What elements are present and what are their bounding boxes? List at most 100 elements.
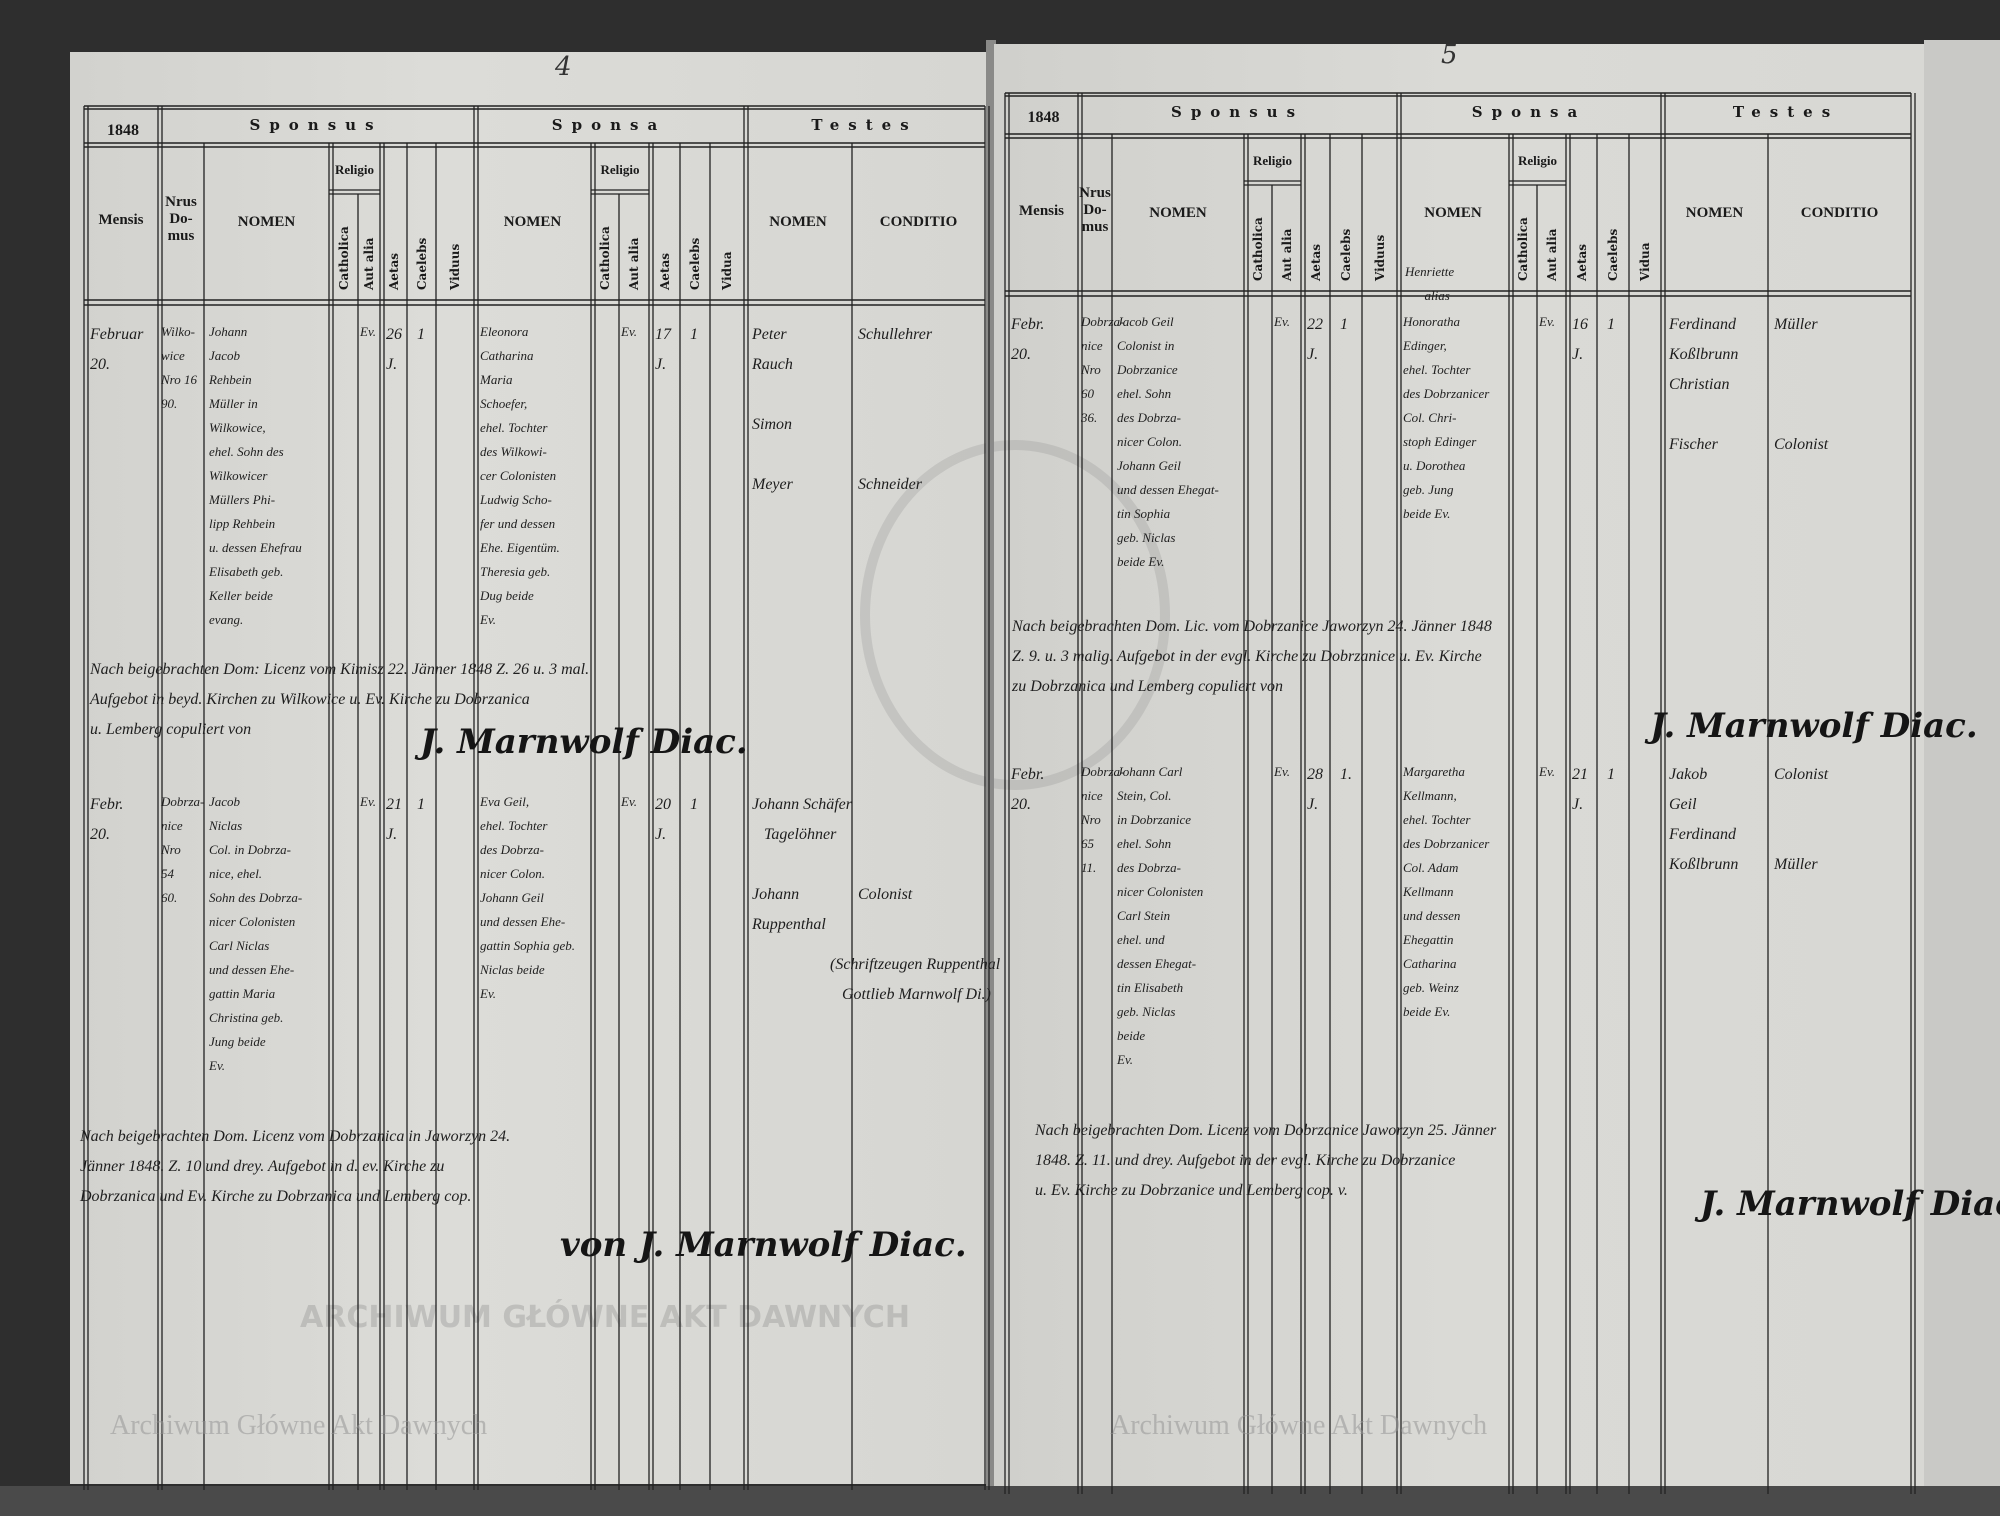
aetas-header: Aetas bbox=[1574, 243, 1589, 281]
entry-mensis: Febr. 20. bbox=[1011, 766, 1045, 813]
entry-sponsus-aetas: 28 J. bbox=[1307, 766, 1323, 813]
marriage-note: Nach beigebrachten Dom: Licenz vom Kimis… bbox=[90, 661, 590, 738]
entry-testes-nomen: Peter Rauch Simon Meyer bbox=[752, 326, 793, 493]
entry-sponsus-nomen: Johann Carl Stein, Col. in Dobrzanice eh… bbox=[1117, 764, 1204, 1067]
entry-sponsa-religio: Ev. bbox=[1539, 314, 1555, 329]
aetas-header: Aetas bbox=[386, 252, 401, 290]
entry-sponsa-nomen: Margaretha Kellmann, ehel. Tochter des D… bbox=[1403, 764, 1490, 1019]
conditio-header: CONDITIO bbox=[1800, 204, 1879, 221]
sponsus-religio-header: Religio bbox=[335, 162, 374, 177]
entry-sponsus-religio: Ev. bbox=[360, 324, 376, 339]
entry-sponsa-nomen: Eleonora Catharina Maria Schoefer, ehel.… bbox=[480, 324, 560, 627]
entry-sponsus-caelebs: 1 bbox=[1340, 316, 1348, 333]
sponsus-nomen-header: NOMEN bbox=[237, 213, 296, 230]
testes-nomen-header: NOMEN bbox=[769, 213, 827, 230]
watermark-text: Archiwum Główne Akt Dawnych bbox=[110, 1410, 488, 1441]
priest-signature: J. Marnwolf Diac. bbox=[1650, 706, 1978, 746]
entry-sponsus-religio: Ev. bbox=[1274, 314, 1290, 329]
entry-testes-conditio: Müller Colonist bbox=[1774, 316, 1829, 453]
entry-nrus-domus: Wilko- wice Nro 16 90. bbox=[161, 324, 197, 411]
entry-mensis: Febr. 20. bbox=[1011, 316, 1045, 363]
entry-sponsa-aetas: 21 J. bbox=[1572, 766, 1588, 813]
aetas-header: Aetas bbox=[1308, 243, 1323, 281]
entry-sponsus-caelebs: 1 bbox=[417, 796, 425, 813]
aut-alia-header: Aut alia bbox=[1279, 228, 1294, 281]
sponsus-nomen-header: NOMEN bbox=[1149, 204, 1207, 221]
sponsus-religio-header: Religio bbox=[1253, 153, 1292, 168]
entry-sponsa-religio: Ev. bbox=[621, 794, 637, 809]
entry-testes-note: (Schriftzeugen Ruppenthal Gottlieb Marnw… bbox=[830, 956, 1001, 1003]
watermark-text: Archiwum Główne Akt Dawnych bbox=[1110, 1410, 1488, 1441]
nrus-domus-header: Nrus Do- mus bbox=[165, 193, 197, 244]
entry-nrus-domus: Dobrza- nice Nro 54 60. bbox=[161, 794, 205, 905]
entry-testes-nomen: Jakob Geil Ferdinand Koßlbrunn bbox=[1669, 766, 1739, 873]
scan-margin bbox=[1924, 40, 2000, 1490]
entry-sponsus-nomen: Jacob Geil Colonist in Dobrzanice ehel. … bbox=[1117, 314, 1219, 569]
sponsa-group-header: Sponsa bbox=[1471, 103, 1587, 121]
catholica-header: Catholica bbox=[1251, 217, 1265, 281]
aut-alia-header: Aut alia bbox=[1544, 228, 1559, 281]
aetas-header: Aetas bbox=[657, 252, 672, 290]
vidua-header: Vidua bbox=[1638, 242, 1652, 281]
archive-stamp bbox=[860, 440, 1170, 790]
entry-sponsa-religio: Ev. bbox=[621, 324, 637, 339]
entry-sponsus-nomen: Jacob Niclas Col. in Dobrza- nice, ehel.… bbox=[209, 794, 303, 1073]
viduus-header: Viduus bbox=[1372, 234, 1387, 281]
entry-sponsa-caelebs: 1 bbox=[690, 796, 698, 813]
marriage-note: Nach beigebrachten Dom. Licenz vom Dobrz… bbox=[80, 1128, 511, 1205]
catholica-header: Catholica bbox=[336, 226, 351, 290]
entry-sponsus-nomen: Johann Jacob Rehbein Müller in Wilkowice… bbox=[209, 324, 302, 627]
entry-sponsa-nomen: Honoratha Edinger, ehel. Tochter des Dob… bbox=[1403, 314, 1490, 521]
caelebs-header: Caelebs bbox=[688, 237, 702, 290]
entry-testes-conditio: Schullehrer Schneider bbox=[858, 326, 933, 493]
entry-sponsus-aetas: 26 J. bbox=[386, 326, 402, 373]
entry-testes-conditio: Colonist bbox=[858, 886, 913, 903]
sponsa-group-header: Sponsa bbox=[551, 116, 667, 134]
sponsa-nomen-header: NOMEN bbox=[1424, 204, 1482, 221]
entry-sponsus-caelebs: 1. bbox=[1340, 766, 1352, 783]
caelebs-header: Caelebs bbox=[414, 237, 429, 290]
sponsus-group-header: Sponsus bbox=[249, 116, 383, 134]
priest-signature: J. Marnwolf Diac. bbox=[1700, 1184, 2000, 1224]
year-header: 1848 bbox=[107, 122, 139, 139]
entry-sponsus-aetas: 22 J. bbox=[1307, 316, 1323, 363]
entry-sponsus-caelebs: 1 bbox=[417, 326, 425, 343]
conditio-header: CONDITIO bbox=[879, 213, 958, 230]
entry-sponsa-caelebs: 1 bbox=[690, 326, 698, 343]
marriage-note: Nach beigebrachten Dom. Lic. vom Dobrzan… bbox=[1012, 618, 1492, 695]
entry-sponsus-religio: Ev. bbox=[1274, 764, 1290, 779]
caelebs-header: Caelebs bbox=[1339, 228, 1353, 281]
entry-mensis: Februar 20. bbox=[90, 326, 144, 373]
entry-sponsa-nomen: Eva Geil, ehel. Tochter des Dobrza- nice… bbox=[480, 794, 575, 1001]
aut-alia-header: Aut alia bbox=[362, 237, 376, 290]
entry-sponsa-caelebs: 1 bbox=[1607, 316, 1615, 333]
entry-sponsa-aetas: 16 J. bbox=[1572, 316, 1588, 363]
scan-bottom-edge bbox=[0, 1486, 2000, 1516]
viduus-header: Viduus bbox=[448, 243, 462, 290]
mensis-header: Mensis bbox=[1019, 202, 1064, 219]
mensis-header: Mensis bbox=[98, 211, 144, 228]
entry-testes-conditio: Colonist Müller bbox=[1774, 766, 1829, 873]
sponsus-group-header: Sponsus bbox=[1170, 103, 1305, 121]
testes-group-header: Testes bbox=[1732, 103, 1840, 121]
aut-alia-header: Aut alia bbox=[627, 237, 641, 290]
entry-sponsa-aetas: 17 J. bbox=[655, 326, 671, 373]
entry-nrus-domus: Dobrza- nice Nro 60 36. bbox=[1081, 314, 1125, 425]
register-page-left bbox=[70, 52, 992, 1484]
testes-nomen-header: NOMEN bbox=[1685, 204, 1744, 221]
entry-nrus-domus: Dobrza- nice Nro 65 11. bbox=[1081, 764, 1125, 875]
register-page-right bbox=[994, 44, 1924, 1488]
entry-sponsa-religio: Ev. bbox=[1539, 764, 1555, 779]
marriage-note: Nach beigebrachten Dom. Licenz vom Dobrz… bbox=[1035, 1122, 1497, 1199]
entry-mensis: Febr. 20. bbox=[90, 796, 124, 843]
page-number: 4 bbox=[555, 52, 572, 82]
priest-signature: J. Marnwolf Diac. bbox=[420, 722, 748, 762]
testes-group-header: Testes bbox=[811, 116, 918, 134]
caelebs-header: Caelebs bbox=[1606, 228, 1620, 281]
entry-sponsa-caelebs: 1 bbox=[1607, 766, 1615, 783]
entry-sponsa-aetas: 20 J. bbox=[655, 796, 671, 843]
archive-stamp-text: ARCHIWUM GŁÓWNE AKT DAWNYCH bbox=[300, 1300, 910, 1335]
vidua-header: Vidua bbox=[720, 251, 734, 290]
entry-sponsus-aetas: 21 J. bbox=[386, 796, 402, 843]
